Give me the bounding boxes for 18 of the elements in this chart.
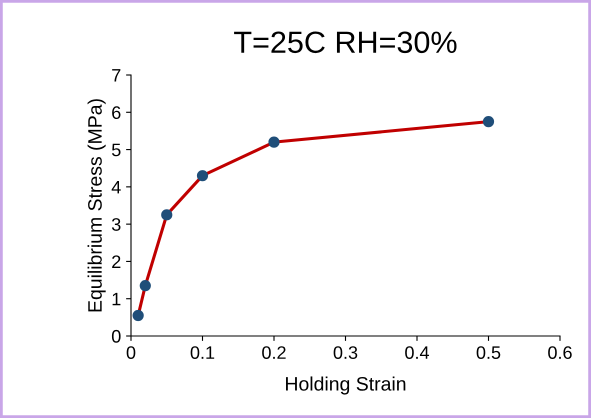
x-tick-label: 0.5	[476, 346, 500, 359]
y-tick-label: 7	[112, 69, 120, 82]
y-tick-label: 0	[112, 330, 121, 343]
x-tick-label: 0.3	[334, 346, 358, 359]
x-axis-title: Holding Strain	[286, 376, 406, 395]
x-tick-label: 0.1	[190, 346, 214, 359]
y-tick-label: 4	[112, 180, 121, 194]
y-axis-title: Equilibrium Stress (MPa)	[88, 99, 106, 312]
x-tick-label: 0.4	[405, 346, 430, 359]
x-tick-label: 0.2	[262, 346, 286, 359]
chart-title: T=25C RH=30%	[234, 31, 457, 54]
y-tick-label: 6	[112, 106, 120, 120]
x-tick-label: 0	[126, 346, 136, 359]
y-tick-label: 3	[112, 218, 120, 231]
y-tick-label: 5	[112, 144, 121, 156]
x-tick-label: 0.6	[548, 346, 572, 359]
y-tick-label: 1	[112, 292, 120, 306]
y-tick-label: 2	[112, 255, 120, 268]
